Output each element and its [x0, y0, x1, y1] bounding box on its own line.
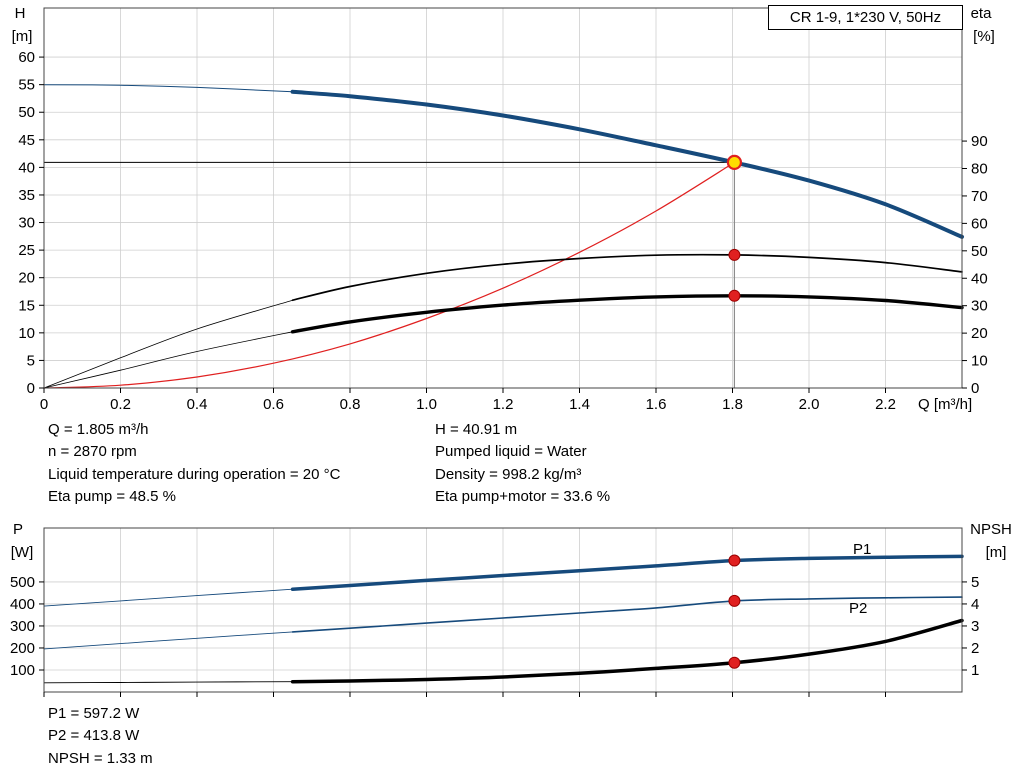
- y-left-tick-label: 10: [18, 325, 35, 342]
- p1-curve-thin: [43, 588, 294, 607]
- p2-curve-thin: [43, 631, 294, 650]
- y-left-tick-label: 25: [18, 242, 35, 259]
- info-line: Eta pump = 48.5 %: [48, 487, 176, 505]
- y-right-tick-label: 50: [971, 243, 988, 260]
- y-left-tick-label: 0: [27, 380, 35, 397]
- p1-curve: [290, 554, 964, 591]
- info-line: P2 = 413.8 W: [48, 727, 140, 745]
- y-left-tick-label: 200: [10, 640, 35, 657]
- power-npsh-values: P1 = 597.2 W P2 = 413.8 W NPSH = 1.33 m: [48, 703, 153, 770]
- y-right-tick-label: 1: [971, 662, 979, 679]
- qh-eta-chart: 0 0.2 0.4 0.6 0.8 1.0 1.2 1.4 1.6 1.8 2.0 2.2 0 5 10 15…: [12, 5, 995, 413]
- h-axis-unit: [m]: [12, 28, 33, 45]
- y-right-tick-label: 80: [971, 161, 988, 178]
- p2-curve: [291, 596, 963, 633]
- y-left-tick-label: 100: [10, 662, 35, 679]
- x-tick-label: 1.6: [646, 396, 667, 413]
- p-axis-label: P: [13, 521, 23, 538]
- qh-curve-thin: [43, 84, 294, 93]
- y-right-tick-label: 70: [971, 188, 988, 205]
- pump-model-label: CR 1-9, 1*230 V, 50Hz: [789, 9, 942, 26]
- y-right-tick-label: 40: [971, 270, 988, 287]
- x-tick-label: 2.2: [875, 396, 896, 413]
- p-axis-unit: [W]: [11, 544, 34, 561]
- npsh-curve: [290, 618, 964, 684]
- npsh-axis-unit: [m]: [986, 544, 1007, 561]
- operating-data-left: Q = 1.805 m³/h n = 2870 rpm Liquid tempera…: [48, 419, 340, 508]
- y-right-tick-label: 0: [971, 380, 979, 397]
- info-line: Liquid temperature during operation = 20…: [48, 465, 341, 483]
- x-tick-label: 0: [40, 396, 48, 413]
- info-line: NPSH = 1.33 m: [48, 749, 153, 767]
- system-curve: [43, 161, 735, 389]
- y-right-tick-label: 60: [971, 215, 988, 232]
- operating-data-right: H = 40.91 m Pumped liquid = Water Density …: [435, 419, 610, 508]
- info-line: Q = 1.805 m³/h: [48, 421, 149, 438]
- p1-curve-label: P1: [853, 541, 871, 558]
- eta-pump-marker: [728, 248, 741, 261]
- duty-point-marker: [726, 154, 743, 170]
- y-right-tick-label: 20: [971, 325, 988, 342]
- y-left-tick-label: 30: [18, 215, 35, 232]
- p2-curve-label: P2: [849, 600, 867, 617]
- eta-axis-label: eta: [971, 5, 993, 22]
- y-left-tick-label: 40: [18, 159, 35, 176]
- y-right-tick-label: 4: [971, 596, 979, 613]
- y-left-tick-label: 300: [10, 618, 35, 635]
- y-right-tick-label: 90: [971, 133, 988, 150]
- qh-curve: [290, 89, 964, 239]
- y-right-tick-label: 5: [971, 574, 979, 591]
- q-axis-label: Q [m³/h]: [918, 396, 972, 413]
- y-left-tick-label: 20: [18, 270, 35, 287]
- eta-axis-unit: [%]: [973, 28, 995, 45]
- eta-pump-motor-curve-thin: [43, 331, 293, 389]
- y-left-tick-label: 60: [18, 49, 35, 66]
- x-tick-label: 1.8: [722, 396, 743, 413]
- x-tick-label: 1.2: [493, 396, 514, 413]
- x-tick-label: 1.4: [569, 396, 590, 413]
- eta-pump-curve: [291, 253, 963, 302]
- y-left-tick-label: 5: [27, 352, 35, 369]
- info-line: Eta pump+motor = 33.6 %: [435, 487, 611, 505]
- npsh-axis-label: NPSH: [970, 521, 1012, 538]
- x-tick-label: 0.8: [340, 396, 361, 413]
- y-right-tick-label: 30: [971, 298, 988, 315]
- x-tick-label: 2.0: [799, 396, 820, 413]
- npsh-curve-thin: [43, 681, 294, 684]
- power-npsh-chart: 100 200 300 400 500 1 2 3 4 5 P [W] NPSH [m] P1 P2: [10, 521, 1012, 697]
- p2-marker: [728, 594, 741, 607]
- info-line: P1 = 597.2 W: [48, 705, 140, 722]
- pump-model-box: CR 1-9, 1*230 V, 50Hz: [768, 5, 963, 30]
- info-line: Density = 998.2 kg/m³: [435, 465, 582, 483]
- info-line: n = 2870 rpm: [48, 443, 137, 461]
- y-left-tick-label: 35: [18, 187, 35, 204]
- npsh-marker: [728, 656, 741, 669]
- y-left-tick-label: 45: [18, 132, 35, 149]
- x-tick-label: 0.6: [263, 396, 284, 413]
- y-right-tick-label: 2: [971, 640, 979, 657]
- p1-marker: [728, 554, 741, 567]
- h-axis-label: H: [15, 5, 26, 22]
- eta-pump-motor-curve: [290, 294, 964, 334]
- y-right-tick-label: 10: [971, 353, 988, 370]
- info-line: H = 40.91 m: [435, 421, 518, 438]
- x-tick-label: 0.4: [187, 396, 208, 413]
- eta-pump-curve-thin: [43, 299, 293, 389]
- eta-pump-motor-marker: [728, 289, 741, 302]
- y-left-tick-label: 55: [18, 77, 35, 94]
- y-left-tick-label: 50: [18, 104, 35, 121]
- y-left-tick-label: 400: [10, 596, 35, 613]
- x-tick-label: 1.0: [416, 396, 437, 413]
- y-left-tick-label: 15: [18, 297, 35, 314]
- y-right-tick-label: 3: [971, 618, 979, 635]
- y-left-tick-label: 500: [10, 574, 35, 591]
- info-line: Pumped liquid = Water: [435, 443, 587, 461]
- x-tick-label: 0.2: [110, 396, 131, 413]
